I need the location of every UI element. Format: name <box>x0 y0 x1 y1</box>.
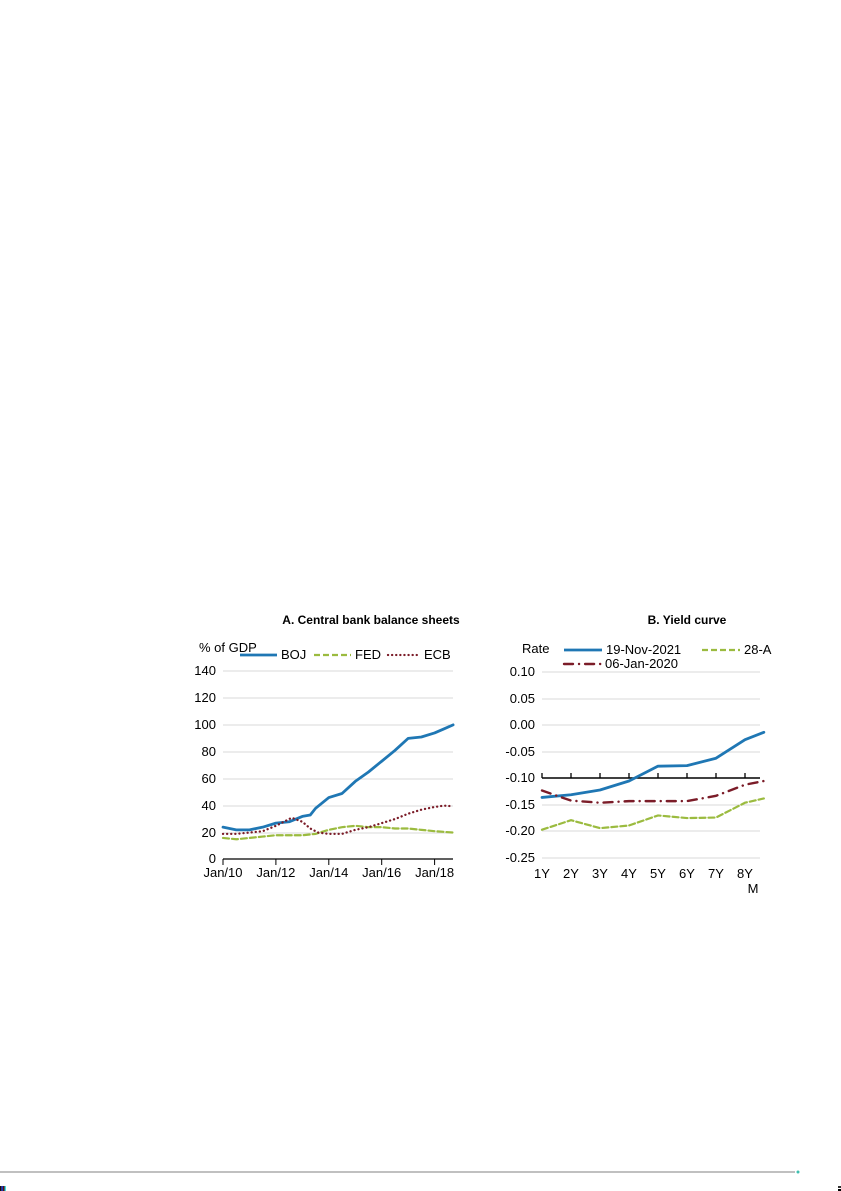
svg-text:Jan/16: Jan/16 <box>362 865 401 880</box>
svg-text:2Y: 2Y <box>563 866 579 881</box>
svg-text:Rate: Rate <box>522 641 549 656</box>
svg-text:140: 140 <box>194 663 216 678</box>
svg-text:FED: FED <box>355 647 381 662</box>
svg-text:ECB: ECB <box>424 647 451 662</box>
svg-text:60: 60 <box>202 771 216 786</box>
svg-text:6Y: 6Y <box>679 866 695 881</box>
svg-text:0: 0 <box>209 851 216 866</box>
svg-text:19-Nov-2021: 19-Nov-2021 <box>606 642 681 657</box>
svg-text:4Y: 4Y <box>621 866 637 881</box>
svg-text:40: 40 <box>202 798 216 813</box>
svg-text:B. Yield curve: B. Yield curve <box>648 613 727 627</box>
svg-text:-0.15: -0.15 <box>505 797 535 812</box>
svg-text:-0.20: -0.20 <box>505 823 535 838</box>
svg-text:BOJ: BOJ <box>281 647 306 662</box>
svg-text:Jan/12: Jan/12 <box>256 865 295 880</box>
svg-text:28-A: 28-A <box>744 642 772 657</box>
svg-text:80: 80 <box>202 744 216 759</box>
svg-text:3Y: 3Y <box>592 866 608 881</box>
svg-text:120: 120 <box>194 690 216 705</box>
svg-text:-0.25: -0.25 <box>505 850 535 865</box>
svg-text:5Y: 5Y <box>650 866 666 881</box>
svg-text:% of GDP: % of GDP <box>199 640 257 655</box>
svg-text:8Y: 8Y <box>737 866 753 881</box>
svg-text:-0.05: -0.05 <box>505 744 535 759</box>
svg-text:0.10: 0.10 <box>510 664 535 679</box>
svg-text:Jan/10: Jan/10 <box>203 865 242 880</box>
svg-text:Jan/14: Jan/14 <box>309 865 348 880</box>
svg-text:Jan/18: Jan/18 <box>415 865 454 880</box>
svg-text:06-Jan-2020: 06-Jan-2020 <box>605 656 678 671</box>
svg-text:20: 20 <box>202 825 216 840</box>
svg-text:-0.10: -0.10 <box>505 770 535 785</box>
svg-text:0.05: 0.05 <box>510 691 535 706</box>
svg-text:A. Central bank balance sheets: A. Central bank balance sheets <box>282 613 460 627</box>
svg-text:M: M <box>748 881 759 896</box>
svg-text:7Y: 7Y <box>708 866 724 881</box>
svg-text:100: 100 <box>194 717 216 732</box>
svg-text:0.00: 0.00 <box>510 717 535 732</box>
svg-text:1Y: 1Y <box>534 866 550 881</box>
